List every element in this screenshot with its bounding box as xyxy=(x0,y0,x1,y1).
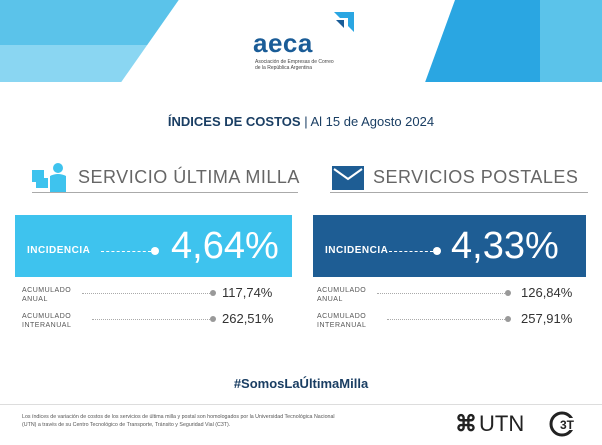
hashtag: #SomosLaÚltimaMilla xyxy=(233,376,369,391)
stat-label-line1: ACUMULADO xyxy=(317,287,367,294)
dashed-connector xyxy=(389,251,433,252)
page-title-bold: ÍNDICES DE COSTOS xyxy=(167,114,301,129)
stat-dot xyxy=(210,290,216,296)
stat-value: 126,84% xyxy=(521,285,573,300)
utn-emblem-icon: ⌘ xyxy=(455,411,477,436)
stat-row-anual-postales: ACUMULADO ANUAL 126,84% xyxy=(317,285,587,306)
svg-text:3T: 3T xyxy=(560,418,575,432)
c3t-logo: 3T xyxy=(548,410,578,438)
incidencia-card-ultima-milla: INCIDENCIA 4,64% xyxy=(15,215,292,277)
dotted-line xyxy=(82,293,210,294)
logo-subtitle-line1: Asociación de Empresas de Correo xyxy=(255,59,334,65)
dashed-connector xyxy=(101,251,151,252)
header-bg-right-stripe xyxy=(540,0,602,82)
dotted-line xyxy=(92,319,210,320)
stat-label-line2: ANUAL xyxy=(22,296,48,303)
incidencia-label: INCIDENCIA xyxy=(325,245,389,256)
section-label-ultima-milla: SERVICIO ÚLTIMA MILLA xyxy=(78,167,300,187)
section-postales: SERVICIOS POSTALES xyxy=(330,158,588,194)
stat-label: ACUMULADO INTERANUAL xyxy=(317,312,366,330)
section-ultima-milla: SERVICIO ÚLTIMA MILLA xyxy=(32,158,300,194)
footer-divider xyxy=(0,404,602,405)
stat-row-interanual-postales: ACUMULADO INTERANUAL 257,91% xyxy=(317,311,587,332)
page-title: ÍNDICES DE COSTOS | Al 15 de Agosto 2024 xyxy=(0,114,602,129)
stat-label-line1: ACUMULADO xyxy=(22,313,72,320)
stat-label-line1: ACUMULADO xyxy=(22,287,72,294)
c3t-emblem-icon: 3T xyxy=(549,411,576,437)
section-underline xyxy=(330,192,588,193)
stat-label: ACUMULADO ANUAL xyxy=(22,286,71,304)
stat-dot xyxy=(210,316,216,322)
stat-label-line2: INTERANUAL xyxy=(317,322,367,329)
envelope-icon xyxy=(332,166,364,190)
stat-label: ACUMULADO ANUAL xyxy=(317,286,366,304)
stat-value: 257,91% xyxy=(521,311,573,326)
stat-value: 117,74% xyxy=(222,285,273,300)
logo-arrow-icon xyxy=(334,12,354,32)
incidencia-value: 4,64% xyxy=(171,225,279,267)
logo-word: aeca xyxy=(253,28,313,58)
utn-label: UTN xyxy=(479,411,525,436)
incidencia-value: 4,33% xyxy=(451,225,559,267)
connector-dot xyxy=(151,247,159,255)
connector-dot xyxy=(433,247,441,255)
stat-label-line2: ANUAL xyxy=(317,296,343,303)
stat-value: 262,51% xyxy=(222,311,274,326)
footer-disclaimer: Los índices de variación de costos de lo… xyxy=(22,414,335,428)
stat-row-anual-ultima-milla: ACUMULADO ANUAL 117,74% xyxy=(22,285,292,306)
dotted-line xyxy=(377,293,505,294)
incidencia-label: INCIDENCIA xyxy=(27,245,91,256)
aeca-logo: aeca Asociación de Empresas de Correo de… xyxy=(253,12,373,76)
stat-label: ACUMULADO INTERANUAL xyxy=(22,312,71,330)
logo-subtitle: Asociación de Empresas de Correo de la R… xyxy=(255,59,334,71)
page-title-date: | Al 15 de Agosto 2024 xyxy=(300,114,435,129)
stat-label-line2: INTERANUAL xyxy=(22,322,72,329)
dotted-line xyxy=(387,319,505,320)
section-underline xyxy=(32,192,298,193)
header-banner: aeca Asociación de Empresas de Correo de… xyxy=(0,0,602,82)
stat-row-interanual-ultima-milla: ACUMULADO INTERANUAL 262,51% xyxy=(22,311,292,332)
stat-dot xyxy=(505,316,511,322)
logo-subtitle-line2: de la República Argentina xyxy=(255,65,312,71)
delivery-person-icon xyxy=(32,163,66,192)
utn-logo: ⌘UTN xyxy=(455,411,524,437)
section-label-postales: SERVICIOS POSTALES xyxy=(373,167,579,187)
incidencia-card-postales: INCIDENCIA 4,33% xyxy=(313,215,586,277)
stat-label-line1: ACUMULADO xyxy=(317,313,367,320)
stat-dot xyxy=(505,290,511,296)
